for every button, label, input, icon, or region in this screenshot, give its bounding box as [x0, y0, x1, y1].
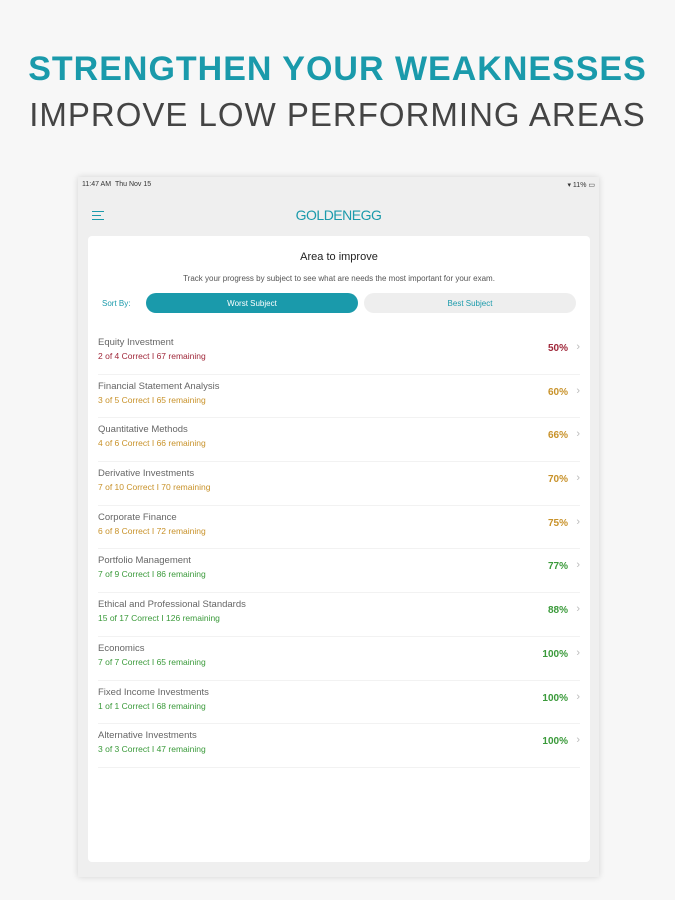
subject-name: Alternative Investments — [98, 730, 197, 742]
subject-detail: 7 of 7 Correct I 65 remaining — [98, 656, 206, 667]
subject-detail: 2 of 4 Correct I 67 remaining — [98, 351, 206, 361]
chevron-right-icon: › — [576, 646, 580, 659]
subject-percent: 100% — [542, 692, 568, 704]
subject-percent: 50% — [547, 343, 568, 354]
chevron-right-icon: › — [576, 428, 580, 441]
subject-row[interactable]: Portfolio Management 7 of 9 Correct I 86… — [98, 549, 580, 594]
chevron-right-icon: › — [576, 472, 580, 485]
subject-percent: 100% — [542, 648, 568, 660]
subject-row[interactable]: Economics 7 of 7 Correct I 65 remaining … — [98, 637, 580, 681]
subject-row[interactable]: Fixed Income Investments 1 of 1 Correct … — [98, 681, 580, 725]
subject-detail: 3 of 3 Correct I 47 remaining — [98, 744, 206, 755]
subject-percent: 100% — [542, 736, 568, 748]
device-screen: 11:47 AM Thu Nov 15 ▾ 11% ▭ GOLDENEGG Ar… — [78, 177, 599, 877]
chevron-right-icon: › — [576, 603, 580, 616]
subject-detail: 7 of 10 Correct I 70 remaining — [98, 482, 211, 493]
wifi-icon: ▾ — [567, 182, 571, 189]
status-time: 11:47 AM — [82, 181, 112, 188]
headline: STRENGTHEN YOUR WEAKNESSES — [28, 50, 647, 88]
subject-detail: 6 of 8 Correct I 72 remaining — [98, 525, 206, 536]
subject-percent: 66% — [547, 430, 568, 442]
subject-detail: 4 of 6 Correct I 66 remaining — [98, 438, 206, 449]
subject-percent: 60% — [547, 386, 568, 398]
subject-name: Economics — [98, 642, 145, 654]
chevron-right-icon: › — [576, 690, 580, 703]
sort-best-subject-button[interactable]: Best Subject — [364, 293, 576, 313]
subject-row[interactable]: Quantitative Methods 4 of 6 Correct I 66… — [98, 418, 580, 463]
subject-name: Quantitative Methods — [98, 424, 188, 436]
subheadline: IMPROVE LOW PERFORMING AREAS — [29, 96, 646, 133]
subject-detail: 3 of 5 Correct I 65 remaining — [98, 394, 206, 405]
subject-row[interactable]: Alternative Investments 3 of 3 Correct I… — [98, 724, 580, 768]
hamburger-menu-icon[interactable] — [92, 211, 104, 223]
subject-detail: 1 of 1 Correct I 68 remaining — [98, 700, 206, 711]
status-date: Thu Nov 15 — [114, 181, 152, 188]
subject-percent: 88% — [547, 605, 568, 617]
subject-name: Equity Investment — [98, 337, 174, 348]
battery-percent: 11% — [572, 182, 587, 189]
battery-icon: ▭ — [588, 182, 595, 189]
chevron-right-icon: › — [576, 515, 580, 528]
card-subtitle: Track your progress by subject to see wh… — [183, 274, 495, 283]
subject-name: Ethical and Professional Standards — [98, 599, 246, 611]
subject-name: Corporate Finance — [98, 511, 177, 523]
subject-percent: 70% — [547, 474, 568, 486]
subject-list: Equity Investment 2 of 4 Correct I 67 re… — [98, 331, 580, 768]
app-logo: GOLDENEGG — [295, 207, 382, 223]
subject-name: Financial Statement Analysis — [98, 380, 220, 392]
card-title: Area to improve — [300, 251, 378, 263]
sort-worst-subject-button[interactable]: Worst Subject — [146, 293, 358, 313]
subject-name: Fixed Income Investments — [98, 686, 209, 698]
chevron-right-icon: › — [576, 384, 580, 397]
chevron-right-icon: › — [576, 559, 580, 572]
subject-percent: 77% — [547, 561, 568, 573]
subject-row[interactable]: Ethical and Professional Standards 15 of… — [98, 593, 580, 637]
chevron-right-icon: › — [576, 341, 580, 353]
subject-name: Portfolio Management — [98, 555, 191, 567]
subject-name: Derivative Investments — [98, 468, 195, 480]
subject-row[interactable]: Financial Statement Analysis 3 of 5 Corr… — [98, 375, 580, 419]
sort-by-label: Sort By: — [102, 299, 131, 308]
subject-detail: 15 of 17 Correct I 126 remaining — [98, 613, 220, 624]
chevron-right-icon: › — [576, 734, 580, 747]
subject-percent: 75% — [547, 517, 568, 529]
subject-row[interactable]: Derivative Investments 7 of 10 Correct I… — [98, 462, 580, 506]
subject-row[interactable]: Equity Investment 2 of 4 Correct I 67 re… — [98, 331, 580, 375]
subject-detail: 7 of 9 Correct I 86 remaining — [98, 569, 206, 580]
area-to-improve-card: Area to improve Track your progress by s… — [88, 236, 590, 862]
subject-row[interactable]: Corporate Finance 6 of 8 Correct I 72 re… — [98, 506, 580, 550]
status-bar: 11:47 AM Thu Nov 15 ▾ 11% ▭ — [82, 181, 595, 189]
